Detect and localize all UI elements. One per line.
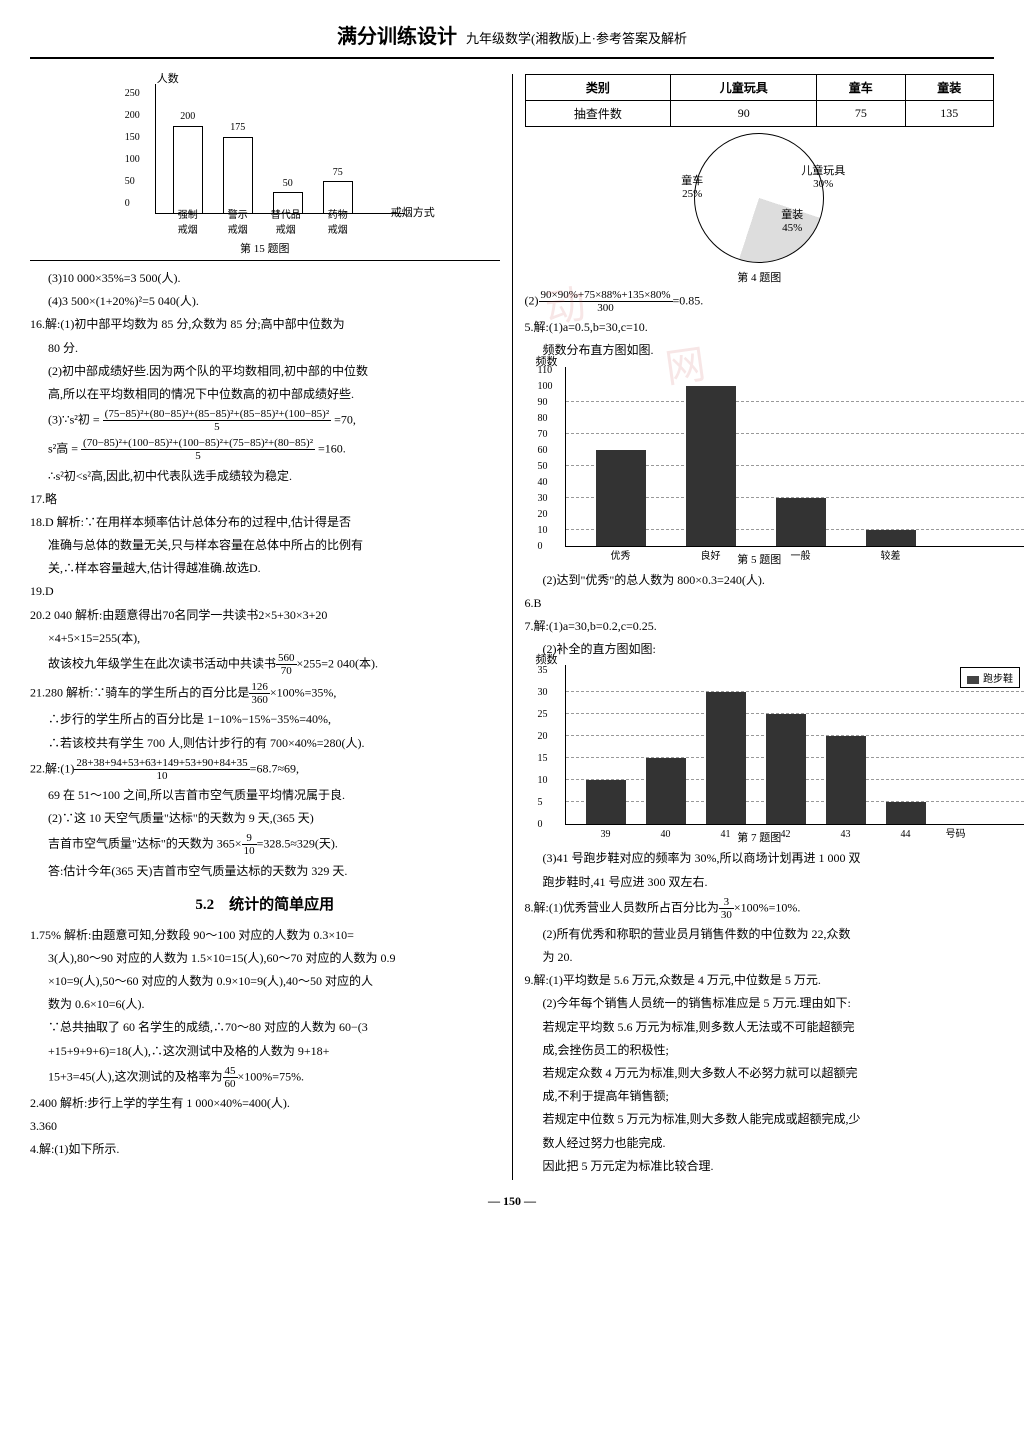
page-number: — 150 —	[30, 1194, 994, 1209]
pie-caption: 第 4 题图	[525, 269, 995, 285]
pie-chart-4: 儿童玩具30% 童车25% 童装45%	[525, 133, 995, 263]
q19: 19.D	[30, 582, 500, 601]
chart15-caption: 第 15 题图	[30, 240, 500, 256]
section-title: 5.2 统计的简单应用	[30, 893, 500, 914]
chart-15: 人数 0 50 100 150 200 250 200 175 50 75 强制…	[115, 74, 415, 234]
category-table: 类别儿童玩具童车童装 抽查件数9075135	[525, 74, 995, 127]
q5: 5.解:(1)a=0.5,b=30,c=10.	[525, 318, 995, 337]
chart15-ylabel: 人数	[157, 70, 179, 86]
histogram-7: 频数 跑步鞋 05101520253035 39 40 41 42 43 44 …	[565, 665, 1024, 825]
legend: 跑步鞋	[960, 667, 1020, 688]
q17: 17.略	[30, 490, 500, 509]
text: (4)3 500×(1+20%)²=5 040(人).	[30, 292, 500, 311]
q18: 18.D 解析:∵在用样本频率估计总体分布的过程中,估计得是否	[30, 513, 500, 532]
q9: 9.解:(1)平均数是 5.6 万元,众数是 4 万元,中位数是 5 万元.	[525, 971, 995, 990]
histogram-5: 频数 0102030405060708090100110 优秀 良好 一般 较差	[565, 367, 1024, 547]
header-subtitle: 九年级数学(湘教版)上·参考答案及解析	[466, 31, 687, 46]
header-title: 满分训练设计	[337, 26, 457, 48]
q7: 7.解:(1)a=30,b=0.2,c=0.25.	[525, 617, 995, 636]
text: (3)10 000×35%=3 500(人).	[30, 269, 500, 288]
page-header: 满分训练设计 九年级数学(湘教版)上·参考答案及解析	[30, 20, 994, 59]
right-column: 动 网 类别儿童玩具童车童装 抽查件数9075135 儿童玩具30% 童车25%…	[525, 74, 995, 1180]
left-column: 人数 0 50 100 150 200 250 200 175 50 75 强制…	[30, 74, 500, 1180]
q6: 6.B	[525, 594, 995, 613]
chart15-xlabel: 戒烟方式	[391, 204, 435, 220]
q16: 16.解:(1)初中部平均数为 85 分,众数为 85 分;高中部中位数为	[30, 315, 500, 334]
q20: 20.2 040 解析:由题意得出70名同学一共读书2×5+30×3+20	[30, 606, 500, 625]
